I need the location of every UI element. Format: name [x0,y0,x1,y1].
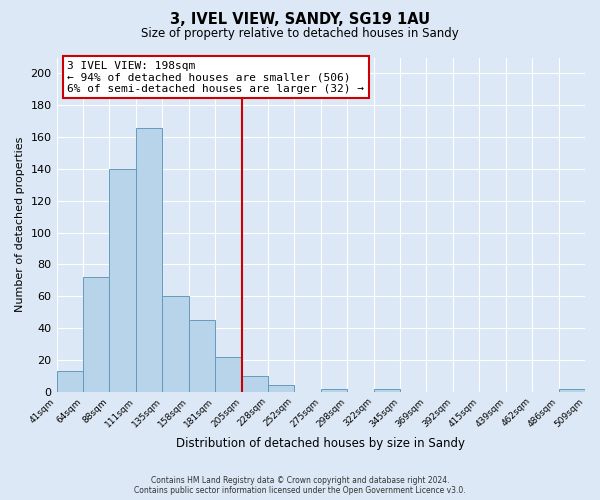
Text: 3, IVEL VIEW, SANDY, SG19 1AU: 3, IVEL VIEW, SANDY, SG19 1AU [170,12,430,28]
Bar [268,386,295,392]
Bar [162,296,188,392]
Text: Size of property relative to detached houses in Sandy: Size of property relative to detached ho… [141,28,459,40]
Text: 3 IVEL VIEW: 198sqm
← 94% of detached houses are smaller (506)
6% of semi-detach: 3 IVEL VIEW: 198sqm ← 94% of detached ho… [67,61,364,94]
Bar [242,376,268,392]
Bar [109,169,136,392]
Text: Contains HM Land Registry data © Crown copyright and database right 2024.
Contai: Contains HM Land Registry data © Crown c… [134,476,466,495]
X-axis label: Distribution of detached houses by size in Sandy: Distribution of detached houses by size … [176,437,465,450]
Bar [559,388,585,392]
Bar [188,320,215,392]
Y-axis label: Number of detached properties: Number of detached properties [15,137,25,312]
Bar [83,277,109,392]
Bar [56,371,83,392]
Bar [136,128,162,392]
Bar [374,388,400,392]
Bar [321,388,347,392]
Bar [215,356,242,392]
